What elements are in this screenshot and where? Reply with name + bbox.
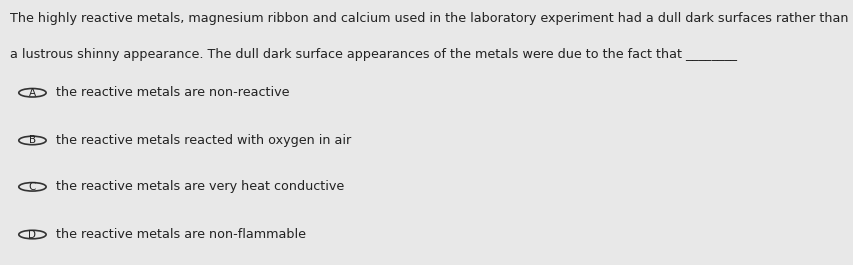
Text: a lustrous shinny appearance. The dull dark surface appearances of the metals we: a lustrous shinny appearance. The dull d… [10, 48, 736, 61]
Text: the reactive metals are very heat conductive: the reactive metals are very heat conduc… [55, 180, 344, 193]
Text: B: B [29, 135, 36, 145]
Text: D: D [28, 229, 37, 240]
Text: The highly reactive metals, magnesium ribbon and calcium used in the laboratory : The highly reactive metals, magnesium ri… [10, 12, 848, 25]
Text: the reactive metals are non-reactive: the reactive metals are non-reactive [55, 86, 288, 99]
Text: A: A [29, 88, 36, 98]
Text: the reactive metals are non-flammable: the reactive metals are non-flammable [55, 228, 305, 241]
Text: the reactive metals reacted with oxygen in air: the reactive metals reacted with oxygen … [55, 134, 351, 147]
Text: C: C [29, 182, 36, 192]
